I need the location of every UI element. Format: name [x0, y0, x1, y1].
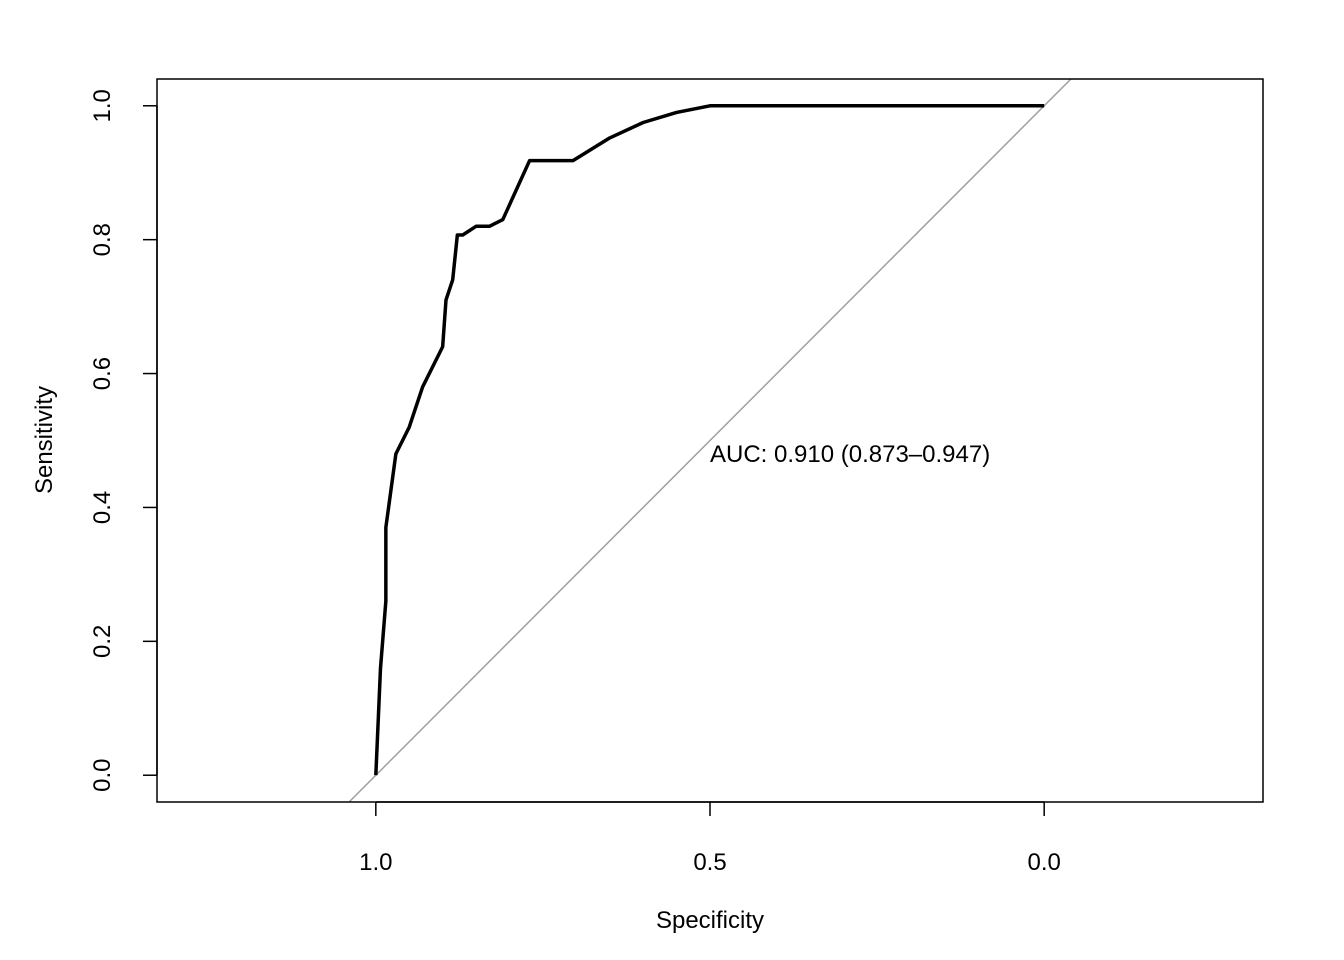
y-tick-label: 0.6 [89, 357, 116, 390]
y-tick-label: 0.8 [89, 223, 116, 256]
roc-curve-line [374, 104, 1045, 776]
auc-annotation: AUC: 0.910 (0.873–0.947) [710, 441, 990, 468]
x-axis: 1.0 0.5 0.0 [359, 801, 1061, 876]
y-axis: 0.0 0.2 0.4 0.6 0.8 1.0 [89, 89, 158, 792]
x-tick-label: 0.0 [1027, 849, 1060, 876]
y-axis-title: Sensitivity [31, 386, 58, 494]
x-tick-label: 1.0 [359, 849, 392, 876]
x-tick-label: 0.5 [693, 849, 726, 876]
curve-layer [374, 104, 1045, 776]
reference-diagonal-line [348, 79, 1072, 802]
x-axis-title: Specificity [656, 907, 764, 934]
y-tick-label: 0.0 [89, 759, 116, 792]
y-tick-label: 0.2 [89, 625, 116, 658]
y-tick-label: 1.0 [89, 89, 116, 122]
reference-layer [348, 79, 1072, 802]
y-tick-label: 0.4 [89, 491, 116, 524]
